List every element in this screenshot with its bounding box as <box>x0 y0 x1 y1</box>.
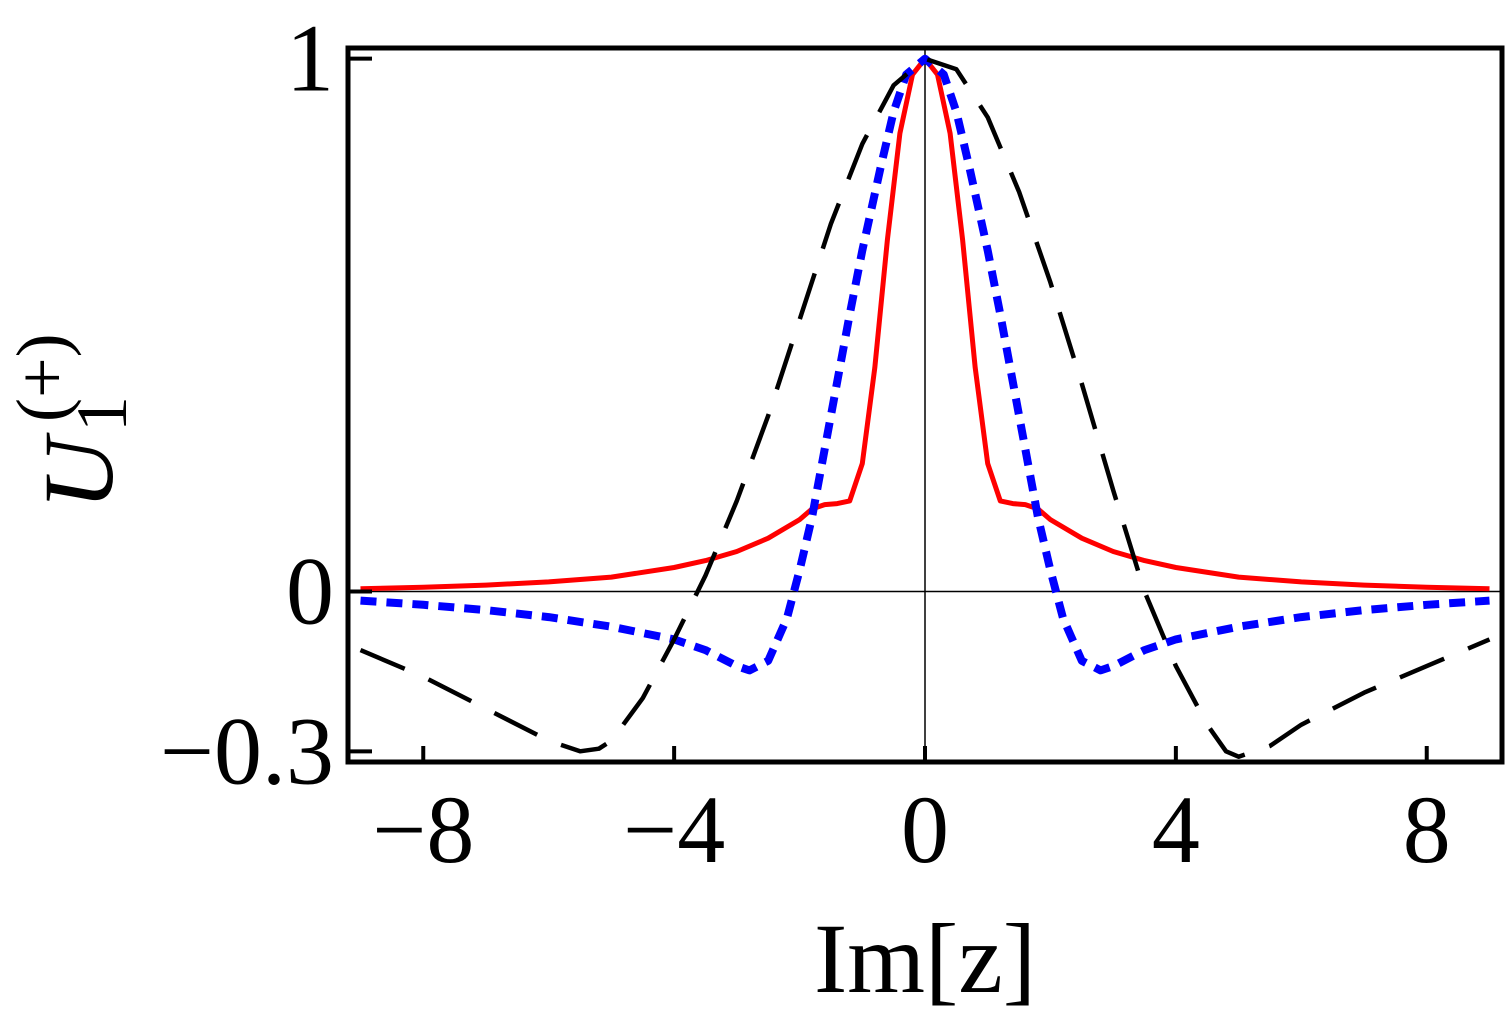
y-axis-title-base: U <box>23 432 134 510</box>
plot-frame <box>345 45 1505 765</box>
x-tick-label: −4 <box>623 776 725 883</box>
tick-labels: −8 −4 0 4 8 −0.3 0 1 <box>160 5 1451 883</box>
y-tick-label: 0 <box>286 537 334 644</box>
x-tick-label: 0 <box>901 776 949 883</box>
series-layer <box>359 54 1491 759</box>
y-axis-title-superscript: (+) <box>2 333 82 422</box>
x-tick-label: 4 <box>1152 776 1200 883</box>
x-tick-label: 8 <box>1403 776 1451 883</box>
y-tick-label: 1 <box>286 5 334 112</box>
y-axis-title: U1(+) <box>2 333 142 510</box>
zero-lines <box>348 48 1502 762</box>
series-line-dotted <box>360 54 1490 675</box>
ticks-layer <box>348 56 1429 762</box>
x-axis-title: Im[z] <box>814 903 1036 1014</box>
x-tick-label: −8 <box>372 776 474 883</box>
y-axis-title-subscript: 1 <box>62 396 142 432</box>
series-line-dashed <box>359 56 1491 759</box>
y-tick-label: −0.3 <box>160 697 334 804</box>
